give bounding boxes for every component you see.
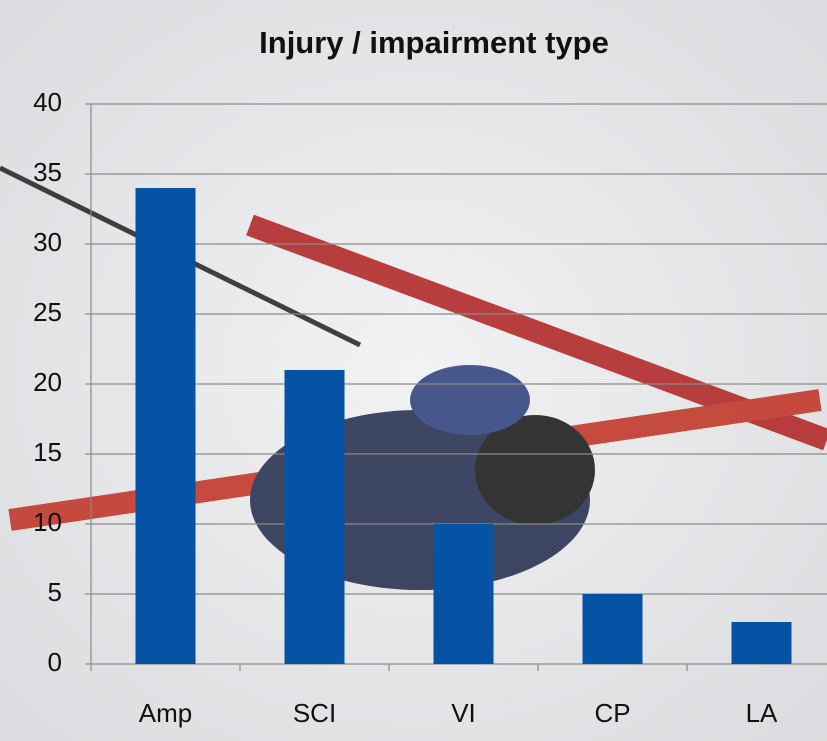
bar [136, 188, 196, 664]
chart: Injury / impairment type 0 5 10 15 20 25 30 35 4… [0, 0, 827, 741]
bar [583, 594, 643, 664]
chart-title: Injury / impairment type [259, 25, 609, 60]
y-tick-label: 10 [33, 507, 62, 537]
y-tick-label: 30 [33, 227, 62, 257]
y-tick-label: 15 [33, 437, 62, 467]
y-tick-label: 0 [48, 647, 62, 677]
bar [732, 622, 792, 664]
x-tick-label: CP [594, 698, 630, 728]
x-tick-label: VI [451, 698, 476, 728]
bar [434, 524, 494, 664]
y-tick-label: 5 [48, 577, 62, 607]
y-tick-label: 25 [33, 297, 62, 327]
x-tick-label: SCI [293, 698, 336, 728]
y-tick-label: 35 [33, 157, 62, 187]
y-tick-label: 20 [33, 367, 62, 397]
x-tick-label: LA [746, 698, 778, 728]
background-photo [0, 0, 827, 741]
bar [285, 370, 345, 664]
y-tick-label: 40 [33, 87, 62, 117]
x-tick-label: Amp [139, 698, 192, 728]
